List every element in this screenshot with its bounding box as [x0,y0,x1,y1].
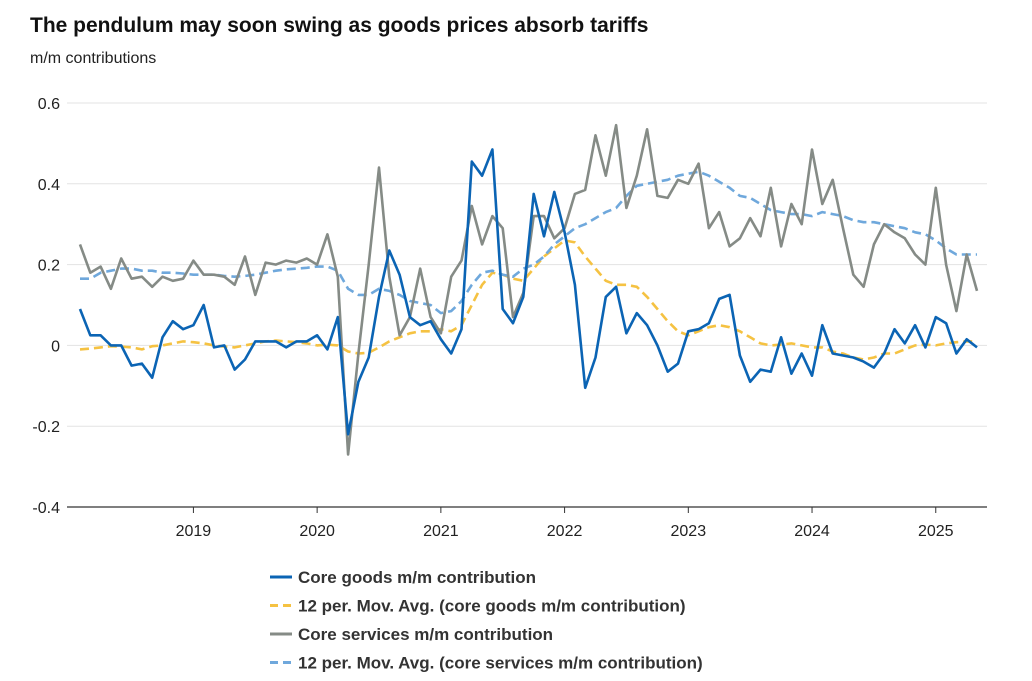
series-line-0 [78,148,978,436]
series-line-1 [79,239,977,361]
y-tick-label: 0.6 [38,96,60,113]
x-tick-label: 2024 [794,523,830,540]
x-tick-label: 2019 [176,523,212,540]
y-tick-label: 0.2 [38,258,60,275]
series-line-3 [80,170,977,315]
legend-label: Core services m/m contribution [298,625,553,644]
y-tick-label: 0 [51,338,60,355]
y-tick-label: -0.2 [32,419,60,436]
series-line-2 [78,123,979,456]
chart-subtitle: m/m contributions [30,50,157,67]
x-tick-label: 2020 [299,523,335,540]
y-tick-label: 0.4 [38,177,60,194]
y-tick-label: -0.4 [32,500,60,517]
x-tick-label: 2023 [671,523,707,540]
chart-title: The pendulum may soon swing as goods pri… [30,14,649,37]
x-tick-label: 2021 [423,523,459,540]
legend-label: 12 per. Mov. Avg. (core services m/m con… [298,654,703,673]
x-tick-label: 2022 [547,523,583,540]
legend-label: Core goods m/m contribution [298,568,536,587]
x-tick-label: 2025 [918,523,954,540]
legend-label: 12 per. Mov. Avg. (core goods m/m contri… [298,597,686,616]
